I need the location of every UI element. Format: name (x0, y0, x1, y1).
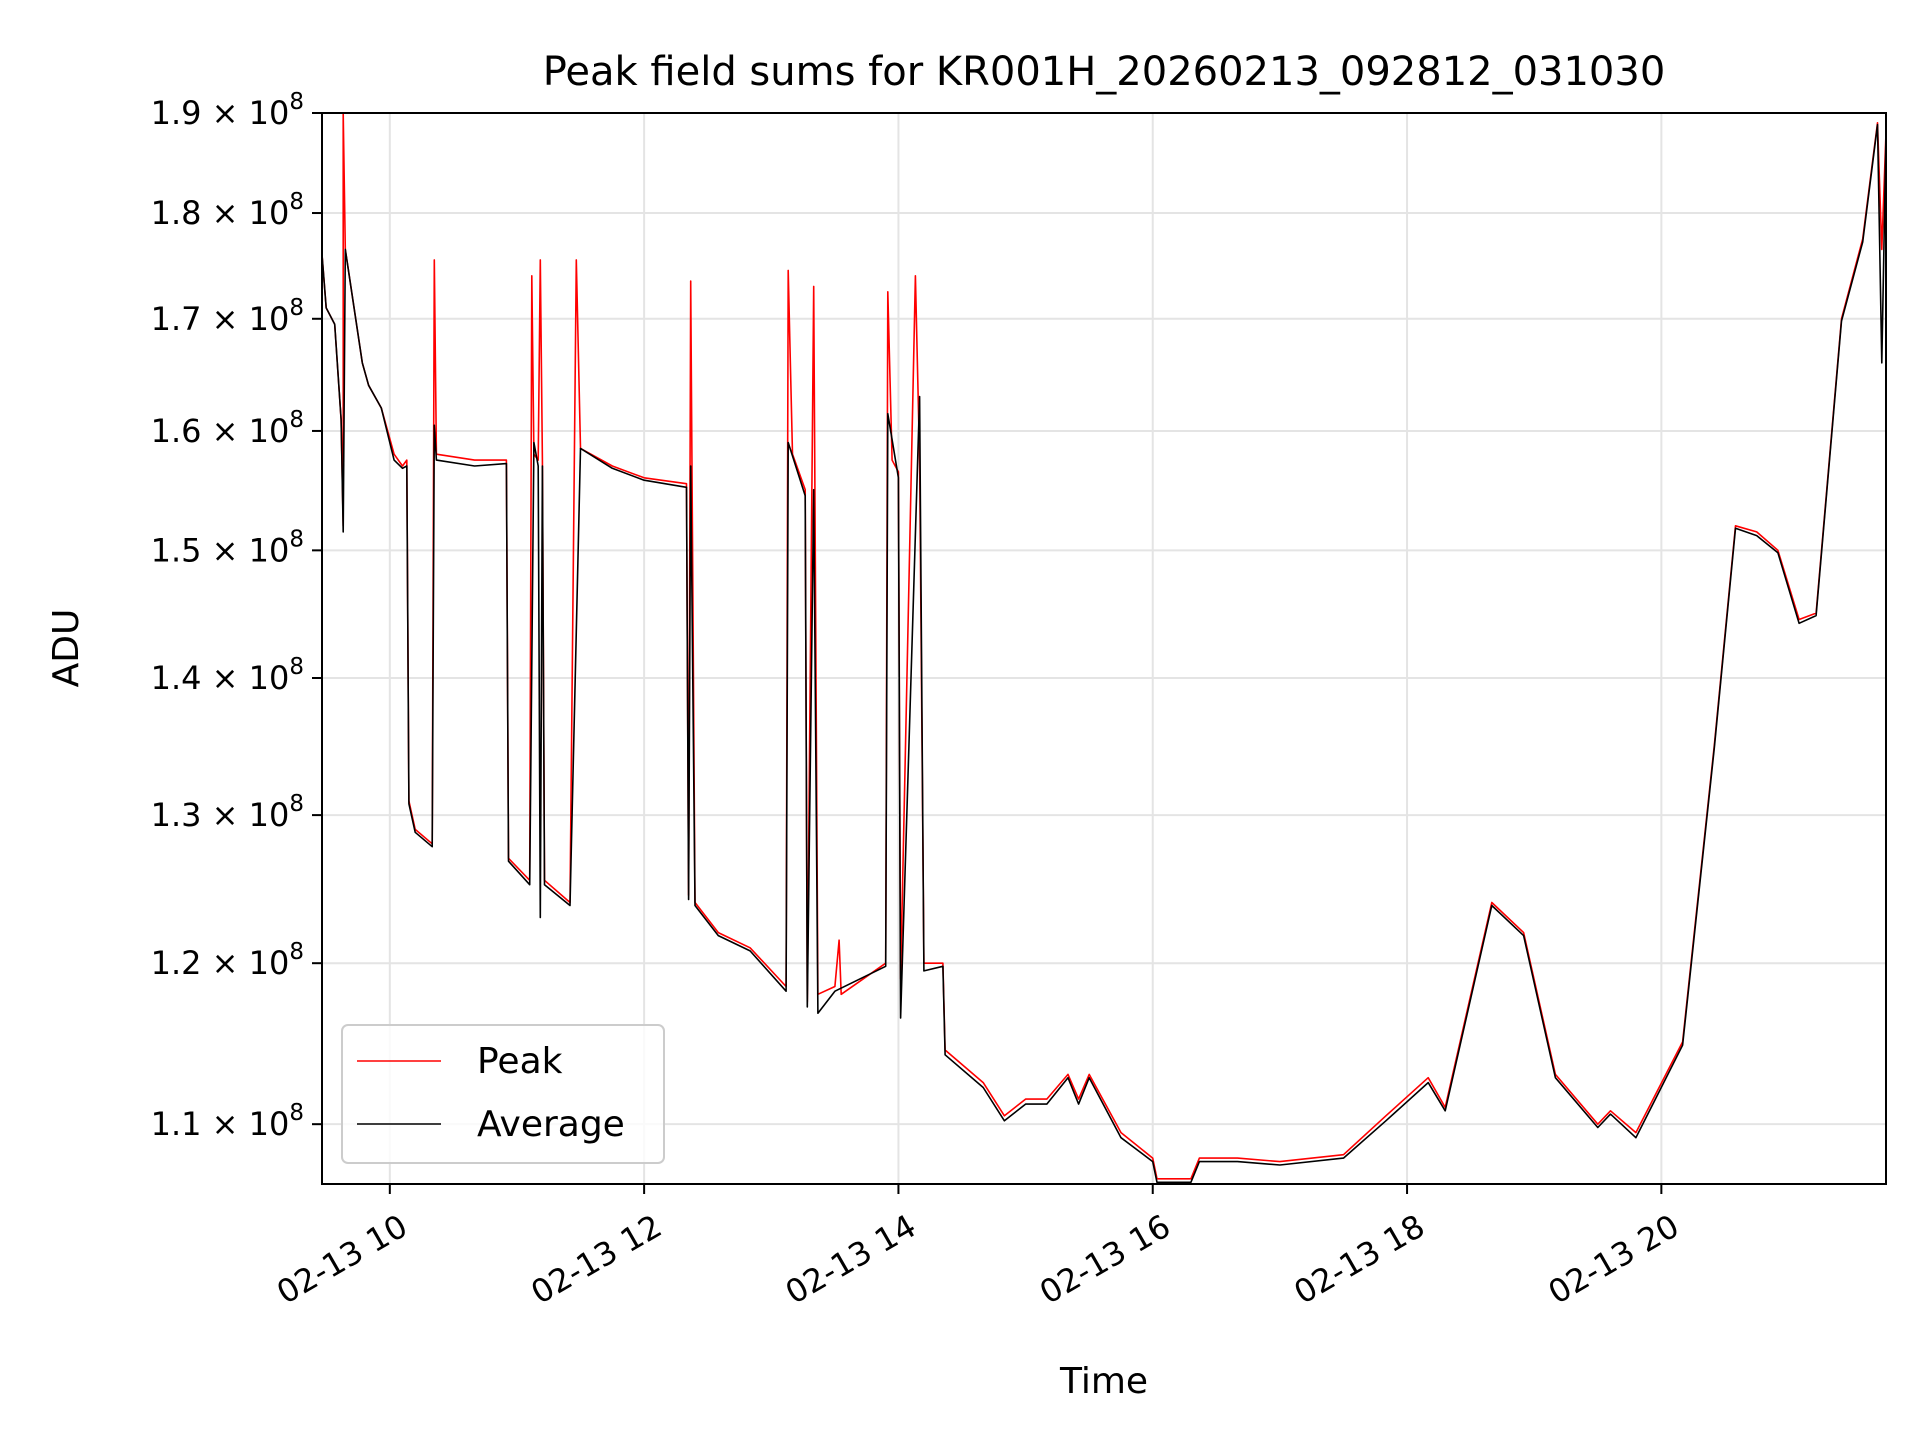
y-tick-label: 1.5 × 108 (151, 526, 304, 569)
y-axis-label: ADU (46, 609, 87, 688)
y-tick-exponent: 8 (289, 1100, 304, 1126)
y-tick-label: 1.9 × 108 (151, 89, 304, 132)
y-tick-times: × 10 (201, 1105, 289, 1143)
plot-frame (321, 112, 1887, 1185)
y-tick-times: × 10 (201, 412, 289, 450)
y-tick-exponent: 8 (289, 791, 304, 817)
y-tick-mantissa: 1.3 (151, 796, 202, 834)
y-tick-label: 1.3 × 108 (151, 791, 304, 834)
y-tick-label: 1.6 × 108 (151, 407, 304, 450)
y-tick-label: 1.8 × 108 (151, 189, 304, 232)
y-tick-times: × 10 (201, 796, 289, 834)
y-tick-exponent: 8 (289, 407, 304, 433)
x-axis-label: Time (1059, 1361, 1148, 1402)
y-tick-exponent: 8 (289, 526, 304, 552)
y-tick-times: × 10 (201, 300, 289, 338)
y-tick-label: 1.7 × 108 (151, 295, 304, 338)
y-tick-mantissa: 1.8 (151, 194, 202, 232)
y-tick-times: × 10 (201, 194, 289, 232)
y-tick-exponent: 8 (289, 654, 304, 680)
series-layer (322, 113, 1886, 1184)
y-tick-times: × 10 (201, 94, 289, 132)
y-tick-mantissa: 1.6 (151, 412, 202, 450)
y-tick-mantissa: 1.4 (151, 659, 202, 697)
legend: Peak Average (341, 1024, 665, 1164)
y-tick-label: 1.4 × 108 (151, 654, 304, 697)
legend-label-average: Average (477, 1104, 625, 1145)
y-tick-label: 1.1 × 108 (151, 1100, 304, 1143)
y-tick-mantissa: 1.9 (151, 94, 202, 132)
series-line-average (322, 123, 1886, 1184)
y-tick-exponent: 8 (289, 939, 304, 965)
y-tick-mantissa: 1.2 (151, 944, 202, 982)
legend-label-peak: Peak (477, 1041, 563, 1082)
y-tick-mantissa: 1.7 (151, 300, 202, 338)
y-tick-label: 1.2 × 108 (151, 939, 304, 982)
y-tick-exponent: 8 (289, 189, 304, 215)
y-tick-exponent: 8 (289, 89, 304, 115)
y-tick-mantissa: 1.5 (151, 531, 202, 569)
y-tick-times: × 10 (201, 659, 289, 697)
y-tick-mantissa: 1.1 (151, 1105, 202, 1143)
chart-title: Peak field sums for KR001H_20260213_0928… (543, 49, 1666, 95)
legend-box (341, 1024, 665, 1164)
y-tick-exponent: 8 (289, 295, 304, 321)
y-tick-times: × 10 (201, 531, 289, 569)
y-tick-times: × 10 (201, 944, 289, 982)
